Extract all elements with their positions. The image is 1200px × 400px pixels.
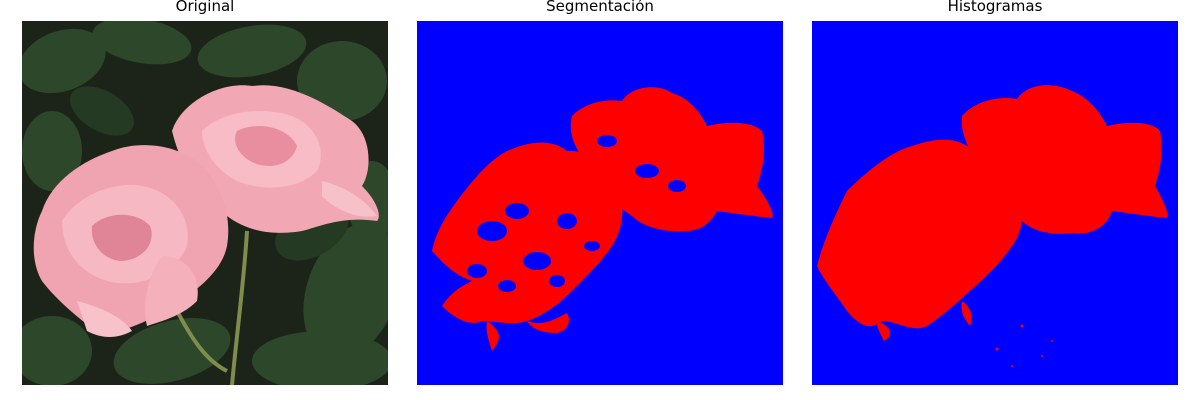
segmentation-title: Segmentación xyxy=(546,0,654,15)
original-image xyxy=(22,21,388,385)
histograms-image xyxy=(812,21,1178,385)
original-panel: Original xyxy=(22,0,388,400)
rose-photo-icon xyxy=(22,21,388,385)
histograms-title: Histogramas xyxy=(947,0,1043,15)
segmentation-panel: Segmentación xyxy=(417,0,783,400)
histograms-panel: Histogramas xyxy=(812,0,1178,400)
segmentation-image xyxy=(417,21,783,385)
original-title: Original xyxy=(175,0,235,15)
histogram-mask-icon xyxy=(812,21,1178,385)
segmentation-mask-icon xyxy=(417,21,783,385)
